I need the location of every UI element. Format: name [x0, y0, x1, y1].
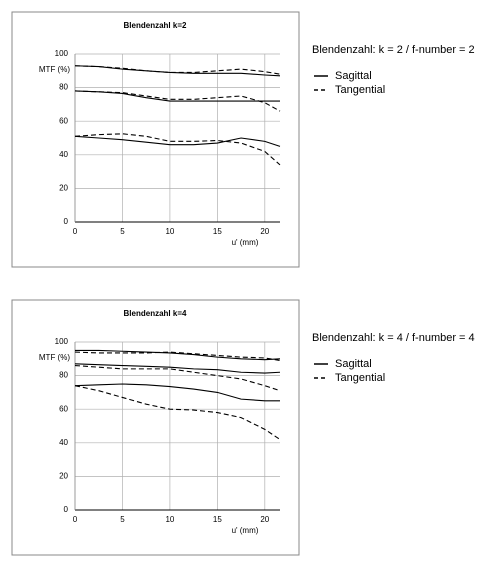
x-tick-label: 15 [213, 227, 222, 236]
legend-label: Tangential [335, 84, 385, 96]
y-tick-label: 20 [59, 472, 68, 481]
y-tick-label: 80 [59, 371, 68, 380]
y-tick-label: 0 [64, 217, 69, 226]
mtf-line [74, 364, 281, 392]
mtf-line [74, 385, 281, 440]
chart-frame [11, 11, 300, 268]
mtf-line [74, 351, 281, 362]
mtf-line [74, 135, 281, 147]
x-tick-label: 10 [165, 227, 174, 236]
y-tick-label: 60 [59, 116, 68, 125]
mtf-line [74, 383, 280, 402]
y-axis-label: MTF (%) [39, 353, 70, 362]
mtf-line [74, 133, 281, 166]
y-tick-label: 40 [59, 438, 68, 447]
y-tick-label: 20 [59, 184, 68, 193]
y-tick-label: 0 [64, 505, 69, 514]
side-title: Blendenzahl: k = 4 / f-number = 4 [312, 332, 475, 344]
chart-title: Blendenzahl k=4 [124, 309, 187, 318]
mtf-line [74, 65, 281, 77]
mtf-line [74, 90, 280, 102]
y-tick-label: 80 [59, 83, 68, 92]
x-tick-label: 10 [165, 515, 174, 524]
x-tick-label: 20 [260, 515, 269, 524]
y-tick-label: 100 [55, 49, 69, 58]
side-title: Blendenzahl: k = 2 / f-number = 2 [312, 44, 475, 56]
legend-label: Sagittal [335, 358, 372, 370]
x-tick-label: 0 [73, 515, 78, 524]
x-tick-label: 0 [73, 227, 78, 236]
y-tick-label: 100 [55, 337, 69, 346]
y-tick-label: 60 [59, 404, 68, 413]
chart-frame [11, 299, 300, 556]
mtf-line [74, 65, 281, 75]
x-tick-label: 20 [260, 227, 269, 236]
mtf-line [74, 363, 281, 374]
chart-title: Blendenzahl k=2 [124, 21, 187, 30]
legend-label: Tangential [335, 372, 385, 384]
x-axis-label: u' (mm) [232, 526, 259, 535]
x-tick-label: 5 [120, 515, 125, 524]
mtf-line [74, 90, 281, 112]
y-tick-label: 40 [59, 150, 68, 159]
y-axis-label: MTF (%) [39, 65, 70, 74]
x-tick-label: 5 [120, 227, 125, 236]
x-tick-label: 15 [213, 515, 222, 524]
mtf-line [75, 349, 281, 361]
legend-label: Sagittal [335, 70, 372, 82]
x-axis-label: u' (mm) [232, 238, 259, 247]
